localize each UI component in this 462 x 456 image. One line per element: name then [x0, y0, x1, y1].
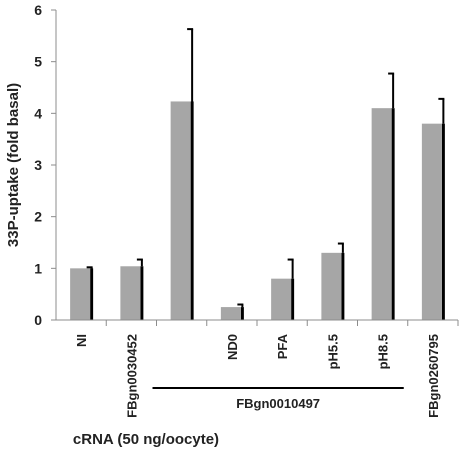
bar — [321, 252, 342, 320]
bar-shadow — [391, 108, 395, 321]
x-category-label: ND0 — [225, 334, 240, 360]
y-axis-title: 33P-uptake (fold basal) — [5, 83, 22, 247]
x-axis-labels: NI FBgn0030452 ND0 PFA pH5.5 pH8.5 FBgn0260795 — [74, 320, 459, 418]
y-tick-label: 3 — [34, 157, 42, 173]
x-category-label: pH5.5 — [325, 334, 340, 369]
bar — [271, 278, 292, 320]
bar-shadow — [90, 268, 94, 320]
x-category-label: FBgn0260795 — [426, 334, 441, 418]
bars — [70, 28, 445, 321]
y-tick-label: 4 — [34, 105, 42, 121]
bar-shadow — [441, 123, 445, 321]
bar-shadow — [140, 266, 144, 320]
x-category-label: pH8.5 — [376, 334, 391, 369]
y-tick-label: 0 — [34, 312, 42, 328]
bar — [421, 123, 442, 321]
x-category-label: PFA — [275, 333, 290, 359]
bar — [220, 307, 241, 320]
bar-shadow — [190, 101, 194, 320]
bar — [120, 266, 141, 320]
bar — [70, 268, 91, 320]
bar-shadow — [291, 278, 295, 320]
bar — [371, 108, 392, 321]
y-tick-label: 2 — [34, 209, 42, 225]
bar-shadow — [341, 252, 345, 320]
x-category-label: NI — [74, 334, 89, 347]
x-category-label: FBgn0030452 — [124, 334, 139, 418]
group-label: FBgn0010497 — [236, 396, 320, 411]
x-axis-title: cRNA (50 ng/oocyte) — [73, 431, 219, 448]
bar — [170, 101, 191, 320]
y-tick-label: 6 — [34, 2, 42, 18]
y-axis-ticks: 0 1 2 3 4 5 6 — [34, 2, 56, 328]
y-tick-label: 1 — [34, 260, 42, 276]
y-tick-label: 5 — [34, 54, 42, 70]
bar-shadow — [240, 307, 244, 320]
